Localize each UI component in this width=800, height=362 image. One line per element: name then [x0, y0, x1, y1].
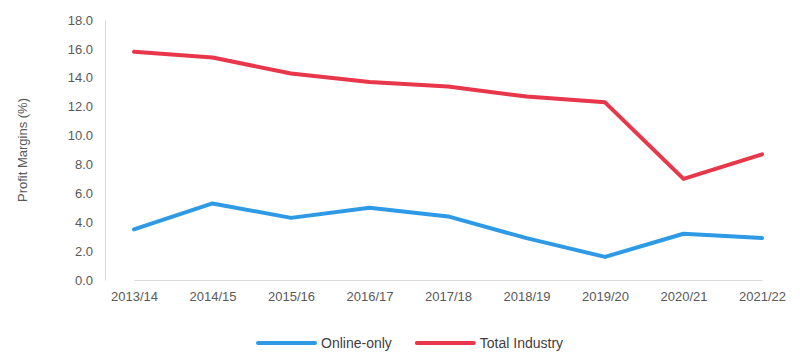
y-tick: 8.0 — [75, 157, 105, 172]
y-axis: 0.0 2.0 4.0 6.0 8.0 10.0 12.0 14.0 16.0 18.0 — [68, 13, 106, 288]
y-tick: 18.0 — [68, 13, 105, 28]
y-tick: 16.0 — [68, 42, 105, 57]
y-tick-label: 10.0 — [68, 128, 93, 143]
series-line — [134, 203, 762, 256]
y-axis-title: Profit Margins (%) — [15, 98, 30, 202]
x-tick-label: 2020/21 — [661, 289, 708, 304]
x-tick: 2019/20 — [582, 280, 629, 304]
y-tick-label: 4.0 — [75, 215, 93, 230]
y-tick-label: 6.0 — [75, 186, 93, 201]
x-tick-label: 2018/19 — [504, 289, 551, 304]
x-axis: 2013/14 2014/15 2015/16 2016/17 2017/18 2018/… — [111, 280, 786, 304]
x-axis-line — [135, 280, 763, 281]
y-tick: 12.0 — [68, 99, 105, 114]
y-tick: 10.0 — [68, 128, 105, 143]
y-tick-label: 0.0 — [75, 273, 93, 288]
y-tick: 6.0 — [75, 186, 105, 201]
y-tick-label: 18.0 — [68, 13, 93, 28]
y-axis-line — [105, 21, 106, 281]
x-tick: 2020/21 — [661, 280, 708, 304]
x-tick-label: 2016/17 — [347, 289, 394, 304]
chart: 0.0 2.0 4.0 6.0 8.0 10.0 12.0 14.0 16.0 18.0 2013/… — [0, 0, 800, 362]
y-tick: 2.0 — [75, 244, 105, 259]
legend: Online-only Total Industry — [258, 335, 563, 351]
x-tick: 2018/19 — [504, 280, 551, 304]
x-tick: 2021/22 — [739, 280, 786, 304]
x-tick-label: 2013/14 — [111, 289, 158, 304]
x-tick-label: 2021/22 — [739, 289, 786, 304]
legend-swatch — [258, 341, 315, 345]
x-tick-label: 2017/18 — [425, 289, 472, 304]
x-tick: 2016/17 — [347, 280, 394, 304]
legend-item: Online-only — [258, 335, 392, 351]
legend-swatch — [417, 341, 474, 345]
x-tick-label: 2014/15 — [190, 289, 237, 304]
y-tick-label: 14.0 — [68, 70, 93, 85]
y-tick: 0.0 — [75, 273, 105, 288]
legend-item: Total Industry — [417, 335, 563, 351]
y-tick-label: 16.0 — [68, 42, 93, 57]
legend-label: Total Industry — [480, 335, 563, 351]
y-tick-label: 2.0 — [75, 244, 93, 259]
series-line — [134, 52, 762, 179]
x-tick: 2015/16 — [268, 280, 315, 304]
y-tick-label: 12.0 — [68, 99, 93, 114]
y-tick-label: 8.0 — [75, 157, 93, 172]
legend-label: Online-only — [321, 335, 392, 351]
y-tick: 4.0 — [75, 215, 105, 230]
x-tick: 2017/18 — [425, 280, 472, 304]
x-tick: 2014/15 — [190, 280, 237, 304]
x-tick: 2013/14 — [111, 280, 158, 304]
y-tick: 14.0 — [68, 70, 105, 85]
lines — [134, 52, 762, 257]
x-tick-label: 2015/16 — [268, 289, 315, 304]
x-tick-label: 2019/20 — [582, 289, 629, 304]
